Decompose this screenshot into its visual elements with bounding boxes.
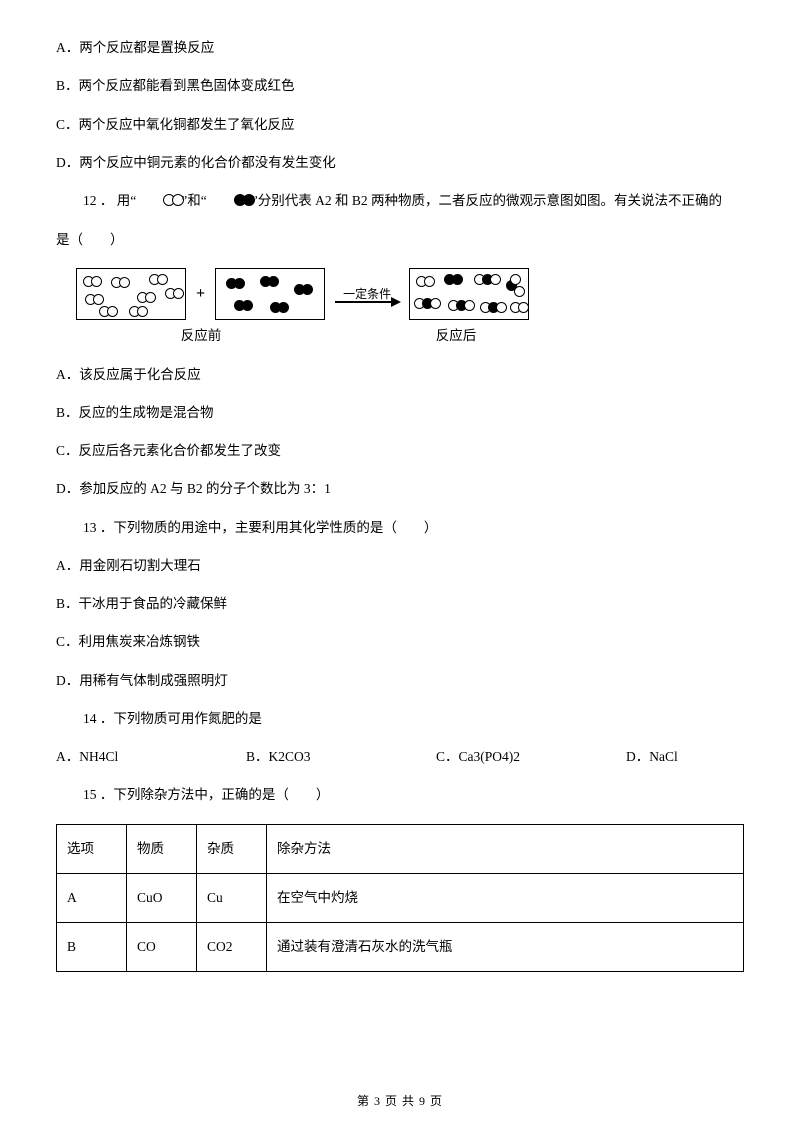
table-header-row: 选项 物质 杂质 除杂方法	[57, 824, 744, 873]
page-footer: 第 3 页 共 9 页	[0, 1092, 800, 1110]
a2-icon	[136, 192, 181, 212]
q12-diagram: + 一定条件	[76, 268, 744, 320]
caption-after: 反应后	[396, 326, 516, 346]
q11-opt-b: B．两个反应都能看到黑色固体变成红色	[56, 76, 744, 96]
cell: 通过装有澄清石灰水的洗气瓶	[267, 923, 744, 972]
th-impurity: 杂质	[197, 824, 267, 873]
th-substance: 物质	[127, 824, 197, 873]
q13-opt-c: C．利用焦炭来冶炼钢铁	[56, 632, 744, 652]
q14-stem: 14 ．下列物质可用作氮肥的是	[56, 709, 744, 729]
q15-table: 选项 物质 杂质 除杂方法 A CuO Cu 在空气中灼烧 B CO CO2 通…	[56, 824, 744, 973]
cell: CO	[127, 923, 197, 972]
cell: CuO	[127, 873, 197, 922]
q12-opt-d: D．参加反应的 A2 与 B2 的分子个数比为 3：1	[56, 479, 744, 499]
arrow: 一定条件	[335, 285, 399, 303]
box-product	[409, 268, 529, 320]
cell: B	[57, 923, 127, 972]
q12-stem-tail: 是（ ）	[56, 230, 744, 250]
q14-opt-b: B．K2CO3	[246, 747, 396, 767]
q12-stem: 12 ． 用“ ”和“ ”分别代表 A2 和 B2 两种物质，二者反应的微观示意图如…	[56, 191, 744, 212]
q12-opt-a: A．该反应属于化合反应	[56, 365, 744, 385]
q12-captions: 反应前 反应后	[76, 326, 744, 346]
cell: 在空气中灼烧	[267, 873, 744, 922]
q15-stem: 15 ．下列除杂方法中，正确的是（ ）	[56, 785, 744, 805]
q11-opt-c: C．两个反应中氧化铜都发生了氧化反应	[56, 115, 744, 135]
cell: A	[57, 873, 127, 922]
q14-opt-a: A．NH4Cl	[56, 747, 206, 767]
caption-before: 反应前	[76, 326, 326, 346]
q13-opt-d: D．用稀有气体制成强照明灯	[56, 671, 744, 691]
q12-stem-mid: ”和“	[181, 193, 206, 208]
box-a2	[76, 268, 186, 320]
q14-opt-d: D．NaCl	[626, 747, 726, 767]
q12-opt-c: C．反应后各元素化合价都发生了改变	[56, 441, 744, 461]
q11-opt-a: A．两个反应都是置换反应	[56, 38, 744, 58]
q13-stem: 13 ．下列物质的用途中，主要利用其化学性质的是（ ）	[56, 518, 744, 538]
q14-opt-c: C．Ca3(PO4)2	[436, 747, 586, 767]
q13-opt-b: B．干冰用于食品的冷藏保鲜	[56, 594, 744, 614]
th-method: 除杂方法	[267, 824, 744, 873]
q12-stem-suffix: ”分别代表 A2 和 B2 两种物质，二者反应的微观示意图如图。有关说法不正确的	[252, 193, 722, 208]
q12-opt-b: B．反应的生成物是混合物	[56, 403, 744, 423]
table-row: A CuO Cu 在空气中灼烧	[57, 873, 744, 922]
table-row: B CO CO2 通过装有澄清石灰水的洗气瓶	[57, 923, 744, 972]
q11-opt-d: D．两个反应中铜元素的化合价都没有发生变化	[56, 153, 744, 173]
q14-options: A．NH4Cl B．K2CO3 C．Ca3(PO4)2 D．NaCl	[56, 747, 744, 767]
q12-stem-prefix: 12 ． 用“	[83, 193, 136, 208]
cell: Cu	[197, 873, 267, 922]
th-opt: 选项	[57, 824, 127, 873]
cell: CO2	[197, 923, 267, 972]
box-b2	[215, 268, 325, 320]
q13-opt-a: A．用金刚石切割大理石	[56, 556, 744, 576]
plus-icon: +	[196, 282, 205, 306]
b2-icon	[207, 192, 252, 212]
